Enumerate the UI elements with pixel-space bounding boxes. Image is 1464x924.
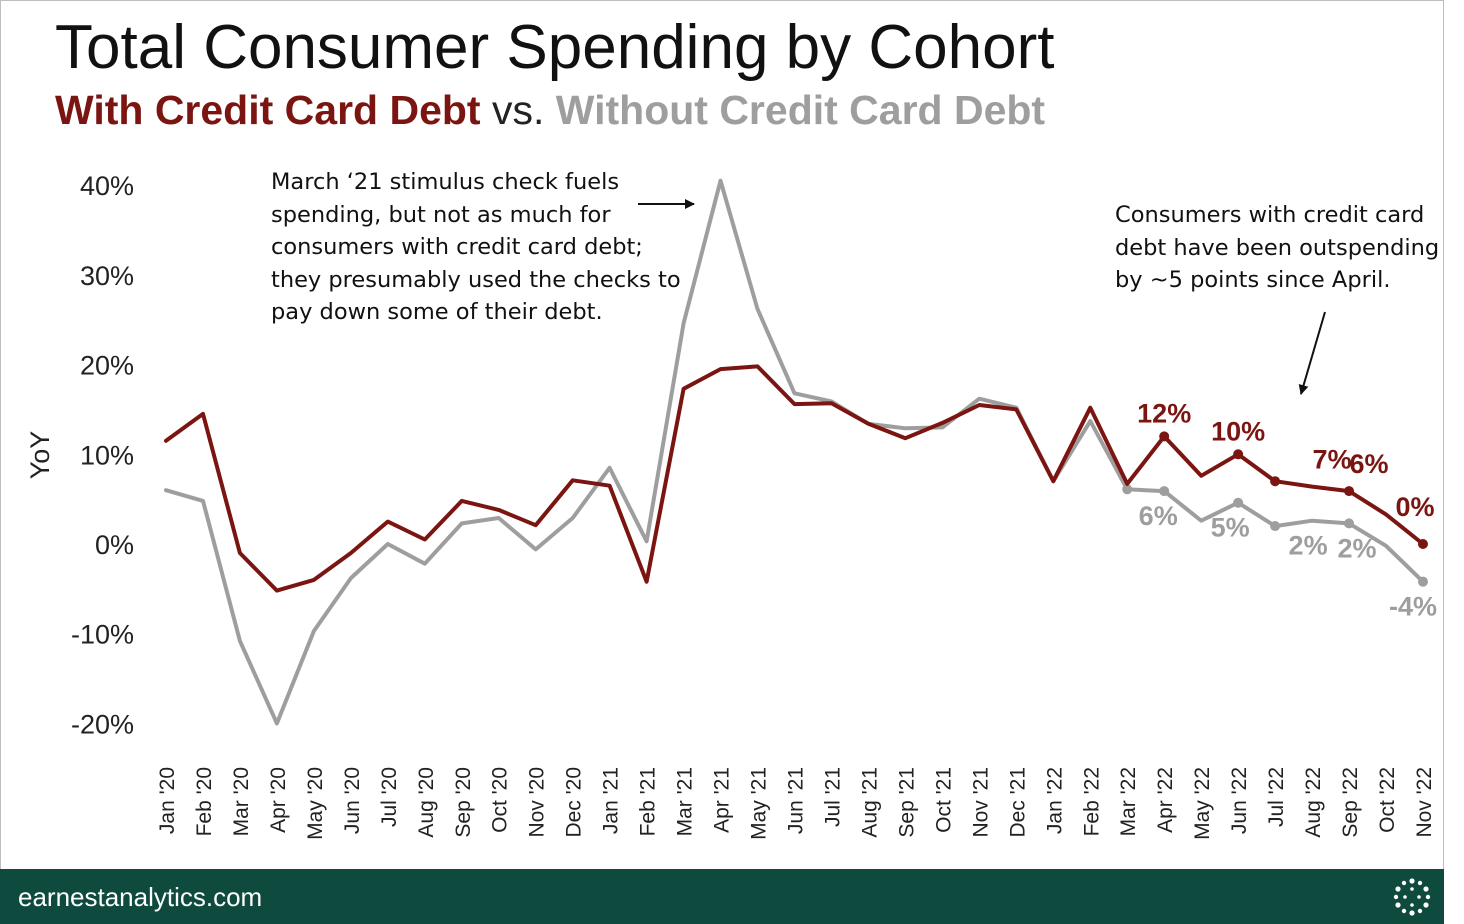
marker-without-debt [1270, 521, 1281, 532]
outspending-arrow [1298, 311, 1326, 395]
data-label-with-debt: 0% [1395, 492, 1434, 522]
x-tick-label: Nov '22 [1413, 767, 1436, 838]
x-tick-label: Apr '20 [267, 767, 290, 833]
x-tick-label: May '20 [304, 767, 327, 840]
x-tick-label: Jul '21 [821, 767, 844, 827]
x-tick-label: Jun '20 [341, 767, 364, 834]
marker-with-debt [1344, 486, 1355, 497]
y-tick-label: -10% [71, 620, 134, 650]
x-tick-label: May '21 [748, 767, 771, 840]
marker-without-debt [1233, 497, 1244, 508]
marker-without-debt [1159, 486, 1170, 497]
x-tick-label: Aug '22 [1302, 767, 1325, 838]
data-label-without-debt: 5% [1211, 513, 1250, 543]
x-tick-label: Jan '21 [600, 767, 623, 834]
data-label-without-debt: 6% [1139, 501, 1178, 531]
x-tick-label: Dec '21 [1006, 767, 1029, 838]
data-label-with-debt: 12% [1137, 398, 1191, 428]
marker-with-debt [1270, 476, 1281, 487]
y-axis-label: YoY [25, 431, 55, 480]
data-label-without-debt: -4% [1389, 592, 1437, 622]
x-tick-label: Oct '22 [1376, 767, 1399, 833]
marker-without-debt [1417, 576, 1428, 587]
earnest-logo-icon [1393, 878, 1431, 916]
marker-with-debt [1417, 539, 1428, 549]
x-tick-label: Dec '20 [563, 767, 586, 838]
footer-bar: earnestanalytics.com [0, 869, 1444, 924]
y-axis: -20% -10% 0% 10% 20% 30% 40% YoY [25, 171, 134, 739]
x-tick-label: Jan '20 [156, 767, 179, 834]
data-label-with-debt: 6% [1350, 449, 1389, 479]
x-tick-label: Apr '22 [1154, 767, 1177, 833]
y-tick-label: 30% [80, 261, 134, 291]
x-tick-label: Jun '22 [1228, 767, 1251, 834]
x-tick-label: Feb '21 [637, 767, 660, 836]
x-tick-label: Oct '21 [932, 767, 955, 833]
x-tick-label: Mar '21 [674, 767, 697, 836]
marker-without-debt [1344, 518, 1355, 529]
y-tick-label: 0% [95, 530, 134, 560]
series-line-without-debt [164, 178, 1425, 726]
x-tick-label: Sep '21 [895, 767, 918, 838]
series-line-with-debt [164, 364, 1425, 593]
series-group [164, 178, 1428, 726]
x-tick-label: Jan '22 [1043, 767, 1066, 834]
x-axis: Jan '20 Feb '20 Mar '20 Apr '20 May '20 Jun '… [156, 767, 1436, 840]
y-tick-label: -20% [71, 709, 134, 739]
x-tick-label: Aug '20 [415, 767, 438, 838]
x-tick-label: Oct '20 [489, 767, 512, 833]
x-tick-label: Nov '21 [969, 767, 992, 838]
marker-without-debt [1122, 484, 1133, 495]
line-chart: -20% -10% 0% 10% 20% 30% 40% YoY Jan '20 Feb '20… [25, 171, 1437, 840]
x-tick-label: Sep '22 [1339, 767, 1362, 838]
subtitle-without-debt: Without Credit Card Debt [555, 87, 1046, 133]
x-tick-label: May '22 [1191, 767, 1214, 840]
x-tick-label: Aug '21 [858, 767, 881, 838]
x-tick-label: Jun '21 [784, 767, 807, 834]
y-tick-label: 10% [80, 440, 134, 470]
y-tick-label: 20% [80, 351, 134, 381]
x-tick-label: Mar '20 [230, 767, 253, 836]
subtitle-with-debt: With Credit Card Debt [55, 87, 481, 133]
x-tick-label: Jul '22 [1265, 767, 1288, 827]
x-tick-label: Sep '20 [452, 767, 475, 838]
data-label-with-debt: 10% [1211, 416, 1265, 446]
x-tick-label: Feb '20 [193, 767, 216, 836]
data-label-without-debt: 2% [1289, 531, 1328, 561]
x-tick-label: Jul '20 [378, 767, 401, 827]
subtitle-vs: vs. [480, 87, 556, 133]
x-tick-label: Nov '20 [526, 767, 549, 838]
annotation-stimulus: March ‘21 stimulus check fuels spending,… [271, 169, 681, 325]
data-label-with-debt: 7% [1313, 445, 1352, 475]
data-label-without-debt: 2% [1338, 533, 1377, 563]
y-tick-label: 40% [80, 171, 134, 201]
annotation-outspending: Consumers with credit card debt have bee… [1115, 202, 1440, 293]
x-tick-label: Mar '22 [1117, 767, 1140, 836]
footer-site-link[interactable]: earnestanalytics.com [18, 882, 263, 912]
data-labels: 12%10%7%6%0%6% 5%2% 2%-4% [1137, 398, 1437, 621]
marker-with-debt [1159, 431, 1170, 442]
chart-title: Total Consumer Spending by Cohort [55, 13, 1055, 82]
chart-subtitle: With Credit Card Debt vs. Without Credit… [55, 87, 1046, 133]
marker-with-debt [1233, 449, 1244, 460]
x-tick-label: Feb '22 [1080, 767, 1103, 836]
x-tick-label: Apr '21 [711, 767, 734, 833]
